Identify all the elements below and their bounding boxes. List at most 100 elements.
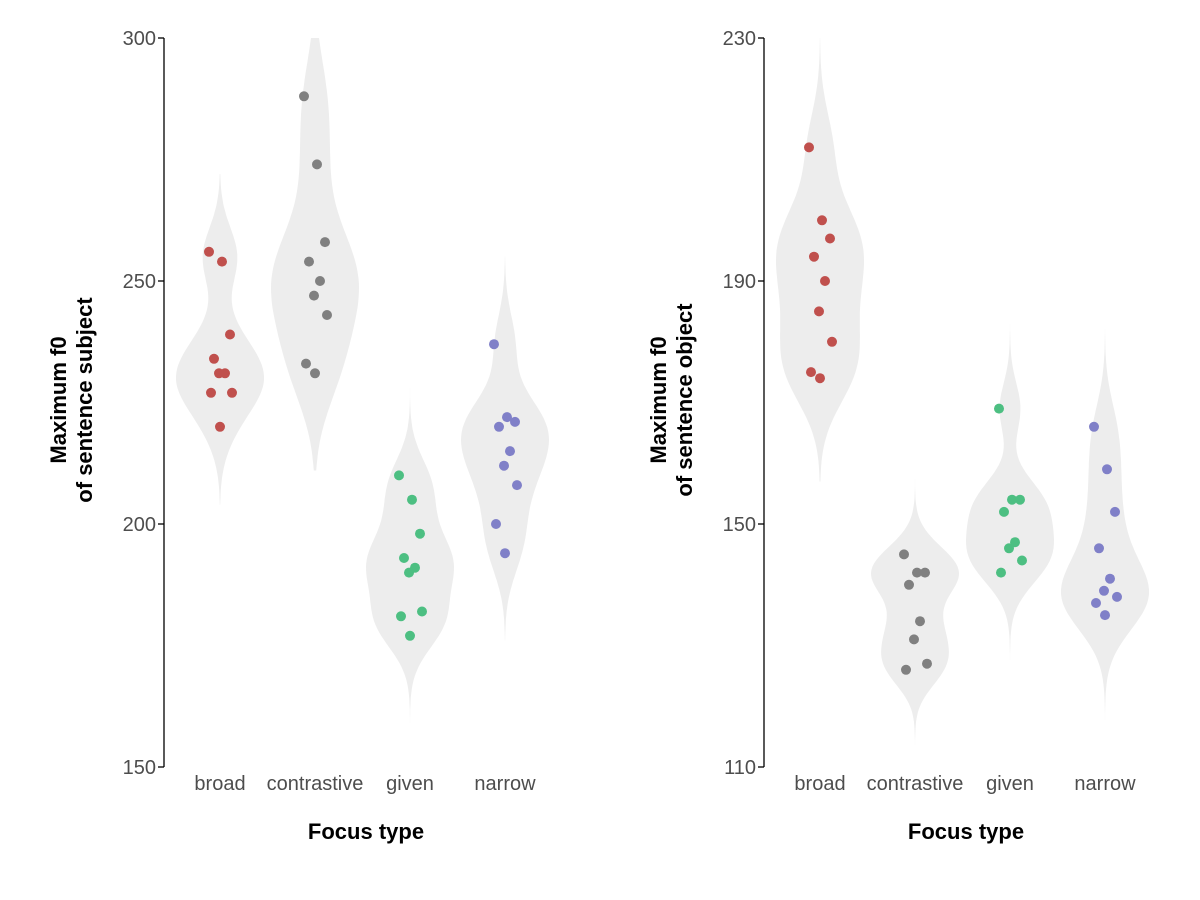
data-point-narrow	[1100, 610, 1110, 621]
data-point-broad	[215, 421, 225, 432]
data-point-broad	[225, 329, 235, 340]
x-tick-label-contrastive: contrastive	[267, 773, 364, 795]
data-point-broad	[809, 251, 819, 262]
y-tick-label: 230	[723, 28, 756, 50]
data-point-given	[417, 606, 427, 617]
data-point-contrastive	[315, 276, 325, 286]
data-point-narrow	[1102, 464, 1112, 475]
data-point-given	[394, 470, 404, 481]
data-point-contrastive	[320, 237, 330, 248]
data-point-contrastive	[310, 368, 320, 379]
data-point-broad	[827, 336, 837, 347]
violin-broad	[776, 38, 864, 482]
data-point-broad	[209, 353, 219, 364]
data-point-given	[405, 630, 415, 641]
violin-contrastive	[871, 475, 959, 749]
data-point-narrow	[491, 519, 501, 529]
data-point-broad	[817, 215, 827, 226]
data-point-contrastive	[301, 358, 311, 369]
x-axis-title: Focus type	[908, 819, 1024, 844]
data-point-contrastive	[915, 616, 925, 627]
y-axis-title: Maximum f0of sentence object	[646, 303, 697, 497]
data-point-contrastive	[304, 256, 314, 267]
y-axis-title-line: of sentence object	[672, 303, 697, 497]
x-tick-label-contrastive: contrastive	[867, 773, 964, 795]
x-tick-label-narrow: narrow	[1074, 773, 1136, 795]
x-tick-label-given: given	[386, 773, 434, 795]
chart-panel-1: 150 200 250 300 broad contrastive given narrow F…	[46, 28, 549, 844]
data-point-broad	[227, 387, 237, 398]
data-point-broad	[804, 142, 814, 153]
violin-broad	[176, 174, 264, 505]
data-point-narrow	[494, 421, 504, 432]
y-axis-title: Maximum f0of sentence subject	[46, 297, 97, 503]
x-tick-label-given: given	[986, 773, 1034, 795]
data-point-contrastive	[322, 310, 332, 320]
data-point-narrow	[1099, 585, 1109, 596]
data-point-given	[1010, 537, 1020, 548]
data-point-contrastive	[901, 664, 911, 675]
data-point-given	[1004, 543, 1014, 554]
data-point-narrow	[1105, 573, 1115, 584]
data-point-contrastive	[909, 634, 919, 645]
data-point-broad	[204, 246, 214, 257]
data-point-narrow	[1094, 543, 1104, 554]
data-point-contrastive	[922, 658, 932, 669]
data-point-narrow	[1110, 506, 1120, 517]
violin-narrow	[461, 256, 549, 641]
data-point-broad	[217, 256, 227, 267]
data-point-narrow	[1089, 421, 1099, 432]
data-point-contrastive	[920, 567, 930, 578]
violin-given	[366, 383, 454, 729]
x-tick-label-narrow: narrow	[474, 773, 536, 795]
y-tick-label: 200	[123, 514, 156, 536]
data-point-narrow	[489, 339, 499, 350]
violin-given	[966, 293, 1054, 670]
y-tick-label: 110	[724, 757, 756, 779]
data-point-narrow	[502, 412, 512, 423]
data-point-narrow	[505, 446, 515, 457]
y-axis-title-line: Maximum f0	[646, 336, 671, 463]
data-point-given	[996, 567, 1006, 578]
data-point-given	[994, 403, 1004, 414]
data-point-given	[415, 528, 425, 539]
data-point-contrastive	[899, 549, 909, 560]
x-tick-label-broad: broad	[794, 773, 845, 795]
y-tick-label: 250	[123, 271, 156, 293]
data-point-narrow	[512, 480, 522, 491]
data-point-contrastive	[309, 290, 319, 301]
data-point-broad	[214, 368, 224, 379]
data-point-narrow	[500, 548, 510, 559]
data-point-broad	[815, 373, 825, 384]
y-tick-label: 190	[723, 271, 756, 293]
y-axis-title-line: Maximum f0	[46, 336, 71, 463]
data-point-broad	[206, 387, 216, 398]
x-axis-title: Focus type	[308, 819, 424, 844]
y-axis-title-line: of sentence subject	[72, 297, 97, 503]
data-point-narrow	[1091, 598, 1101, 608]
data-point-broad	[820, 276, 830, 286]
data-point-broad	[814, 306, 824, 317]
data-point-broad	[825, 233, 835, 244]
violin-contrastive	[271, 38, 359, 471]
data-point-contrastive	[299, 91, 309, 102]
data-point-given	[1017, 555, 1027, 566]
data-point-given	[404, 567, 414, 578]
x-tick-label-broad: broad	[194, 773, 245, 795]
violin-narrow	[1061, 329, 1149, 755]
data-point-given	[1015, 494, 1025, 505]
y-tick-label: 150	[723, 514, 756, 536]
data-point-narrow	[510, 416, 520, 427]
data-point-narrow	[1112, 591, 1122, 602]
data-point-contrastive	[904, 579, 914, 590]
data-point-given	[1007, 494, 1017, 505]
data-point-narrow	[499, 460, 509, 471]
chart-panel-2: 110 150 190 230 broad contrastive given narrow F…	[646, 28, 1149, 844]
data-point-given	[399, 553, 409, 563]
data-point-given	[999, 506, 1009, 517]
y-tick-label: 300	[123, 28, 156, 50]
data-point-contrastive	[312, 159, 322, 170]
data-point-given	[407, 494, 417, 505]
data-point-given	[396, 611, 406, 622]
